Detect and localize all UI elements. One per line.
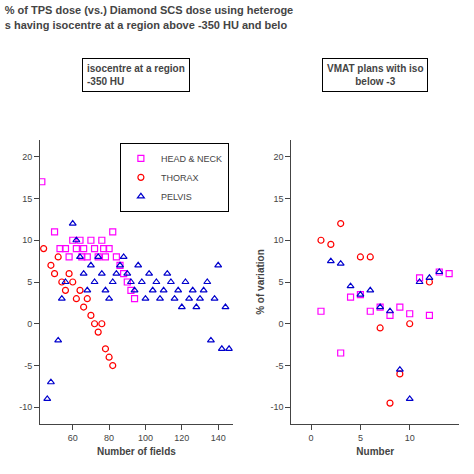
svg-text:60: 60 — [68, 433, 78, 443]
svg-text:140: 140 — [211, 433, 226, 443]
svg-text:10: 10 — [274, 235, 284, 245]
svg-text:5: 5 — [279, 277, 284, 287]
svg-text:5: 5 — [358, 433, 363, 443]
svg-text:0: 0 — [27, 319, 32, 329]
svg-text:% of variation: % of variation — [255, 249, 266, 315]
svg-text:20: 20 — [274, 152, 284, 162]
svg-text:THORAX: THORAX — [161, 173, 199, 183]
svg-text:-10: -10 — [19, 402, 32, 412]
svg-text:15: 15 — [274, 194, 284, 204]
svg-text:0: 0 — [279, 319, 284, 329]
svg-text:-10: -10 — [271, 402, 284, 412]
svg-text:-5: -5 — [276, 361, 284, 371]
svg-text:PELVIS: PELVIS — [161, 192, 192, 202]
svg-text:Number: Number — [356, 446, 394, 457]
svg-text:-5: -5 — [24, 361, 32, 371]
svg-text:Number of fields: Number of fields — [97, 446, 176, 457]
svg-text:10: 10 — [22, 235, 32, 245]
svg-text:100: 100 — [138, 433, 153, 443]
svg-text:15: 15 — [22, 194, 32, 204]
svg-text:isocentre at a region-350 HU: isocentre at a region-350 HU — [87, 63, 185, 87]
svg-text:5: 5 — [27, 277, 32, 287]
svg-text:VMAT plans with isobelow -3: VMAT plans with isobelow -3 — [327, 63, 423, 87]
svg-text:0: 0 — [309, 433, 314, 443]
svg-text:HEAD & NECK: HEAD & NECK — [161, 154, 222, 164]
svg-text:20: 20 — [22, 152, 32, 162]
svg-text:% of TPS dose (vs.) Diamond SC: % of TPS dose (vs.) Diamond SCS dose usi… — [5, 4, 294, 30]
svg-text:120: 120 — [174, 433, 189, 443]
svg-text:80: 80 — [104, 433, 114, 443]
svg-text:10: 10 — [405, 433, 415, 443]
